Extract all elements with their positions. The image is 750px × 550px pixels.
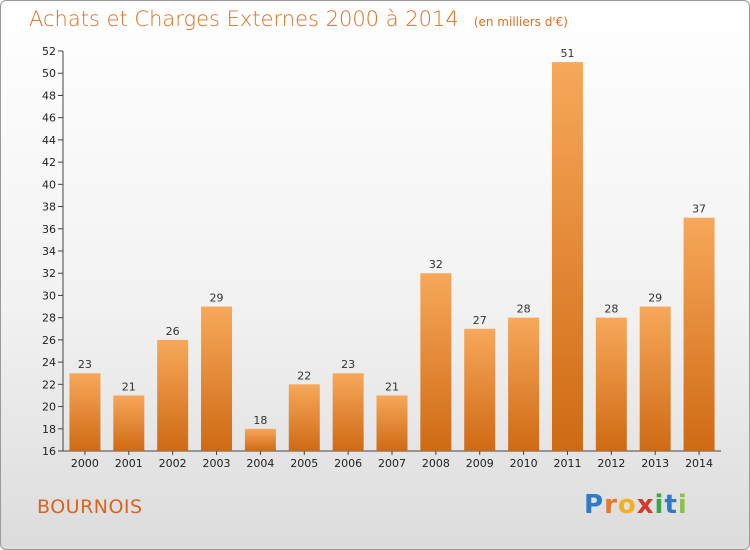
x-tick-label: 2014 xyxy=(685,457,713,470)
x-tick-label: 2006 xyxy=(334,457,362,470)
y-tick-label: 38 xyxy=(42,201,56,214)
proxiti-logo[interactable]: Proxiti xyxy=(584,490,688,520)
y-tick-label: 48 xyxy=(42,89,56,102)
bar-value-label: 26 xyxy=(166,325,180,338)
y-tick-label: 26 xyxy=(42,334,56,347)
chart-title-block: Achats et Charges Externes 2000 à 2014 (… xyxy=(29,7,568,31)
x-tick-label: 2010 xyxy=(510,457,538,470)
bar-value-label: 37 xyxy=(692,203,706,216)
y-tick-label: 28 xyxy=(42,312,56,325)
bar xyxy=(288,384,320,451)
x-tick-label: 2011 xyxy=(553,457,581,470)
y-tick-label: 40 xyxy=(42,178,56,191)
bar xyxy=(508,317,540,451)
bar-value-label: 22 xyxy=(297,369,311,382)
bar-value-label: 29 xyxy=(648,292,662,305)
logo-letter: P xyxy=(584,490,605,520)
y-tick-label: 50 xyxy=(42,67,56,80)
bar-value-label: 18 xyxy=(253,414,267,427)
bar xyxy=(157,339,189,451)
bar-value-label: 27 xyxy=(473,314,487,327)
logo-letter: i xyxy=(677,490,688,520)
y-tick-label: 52 xyxy=(42,45,56,58)
bar xyxy=(113,395,145,451)
bar-value-label: 29 xyxy=(210,292,224,305)
x-tick-label: 2004 xyxy=(246,457,274,470)
logo-letter: i xyxy=(654,490,665,520)
y-tick-label: 16 xyxy=(42,445,56,458)
bar-value-label: 21 xyxy=(385,380,399,393)
x-tick-label: 2000 xyxy=(71,457,99,470)
y-tick-label: 42 xyxy=(42,156,56,169)
bar-value-label: 23 xyxy=(341,358,355,371)
x-tick-label: 2009 xyxy=(466,457,494,470)
bar xyxy=(244,428,276,451)
x-tick-label: 2012 xyxy=(597,457,625,470)
bar xyxy=(464,328,496,451)
bar-value-label: 51 xyxy=(560,47,574,60)
bar xyxy=(595,317,627,451)
logo-letter: r xyxy=(604,490,618,520)
town-name: BOURNOIS xyxy=(37,496,143,518)
bar-value-label: 32 xyxy=(429,258,443,271)
bar xyxy=(69,373,101,451)
y-tick-label: 44 xyxy=(42,134,56,147)
bar xyxy=(683,217,715,451)
bar xyxy=(376,395,408,451)
y-tick-label: 32 xyxy=(42,267,56,280)
y-tick-label: 30 xyxy=(42,289,56,302)
x-tick-label: 2001 xyxy=(115,457,143,470)
bar-value-label: 28 xyxy=(517,303,531,316)
x-tick-label: 2002 xyxy=(159,457,187,470)
bar-value-label: 23 xyxy=(78,358,92,371)
chart-unit: (en milliers d'€) xyxy=(473,15,568,29)
x-tick-label: 2007 xyxy=(378,457,406,470)
bar xyxy=(551,62,583,451)
y-tick-label: 18 xyxy=(42,423,56,436)
x-tick-label: 2005 xyxy=(290,457,318,470)
y-tick-label: 36 xyxy=(42,223,56,236)
y-tick-label: 24 xyxy=(42,356,56,369)
bar xyxy=(420,273,452,451)
logo-letter: t xyxy=(664,490,678,520)
x-tick-label: 2008 xyxy=(422,457,450,470)
bar-value-label: 28 xyxy=(604,303,618,316)
y-tick-label: 34 xyxy=(42,245,56,258)
y-tick-label: 22 xyxy=(42,378,56,391)
bar xyxy=(332,373,364,451)
bar xyxy=(201,306,233,451)
y-tick-label: 20 xyxy=(42,401,56,414)
y-tick-label: 46 xyxy=(42,112,56,125)
chart-title: Achats et Charges Externes 2000 à 2014 xyxy=(29,7,459,31)
bars: 23 21 26 29 18 22 23 21 32 27 28 51 28 29 37 xyxy=(69,47,715,451)
logo-letter: x xyxy=(636,490,655,520)
axes: 16 18 20 22 24 26 28 30 32 34 36 38 40 42 44 46 48 50 52 20… xyxy=(42,45,721,470)
logo-letter: o xyxy=(617,490,637,520)
x-tick-label: 2003 xyxy=(203,457,231,470)
bar xyxy=(639,306,671,451)
x-tick-label: 2013 xyxy=(641,457,669,470)
bar-value-label: 21 xyxy=(122,380,136,393)
